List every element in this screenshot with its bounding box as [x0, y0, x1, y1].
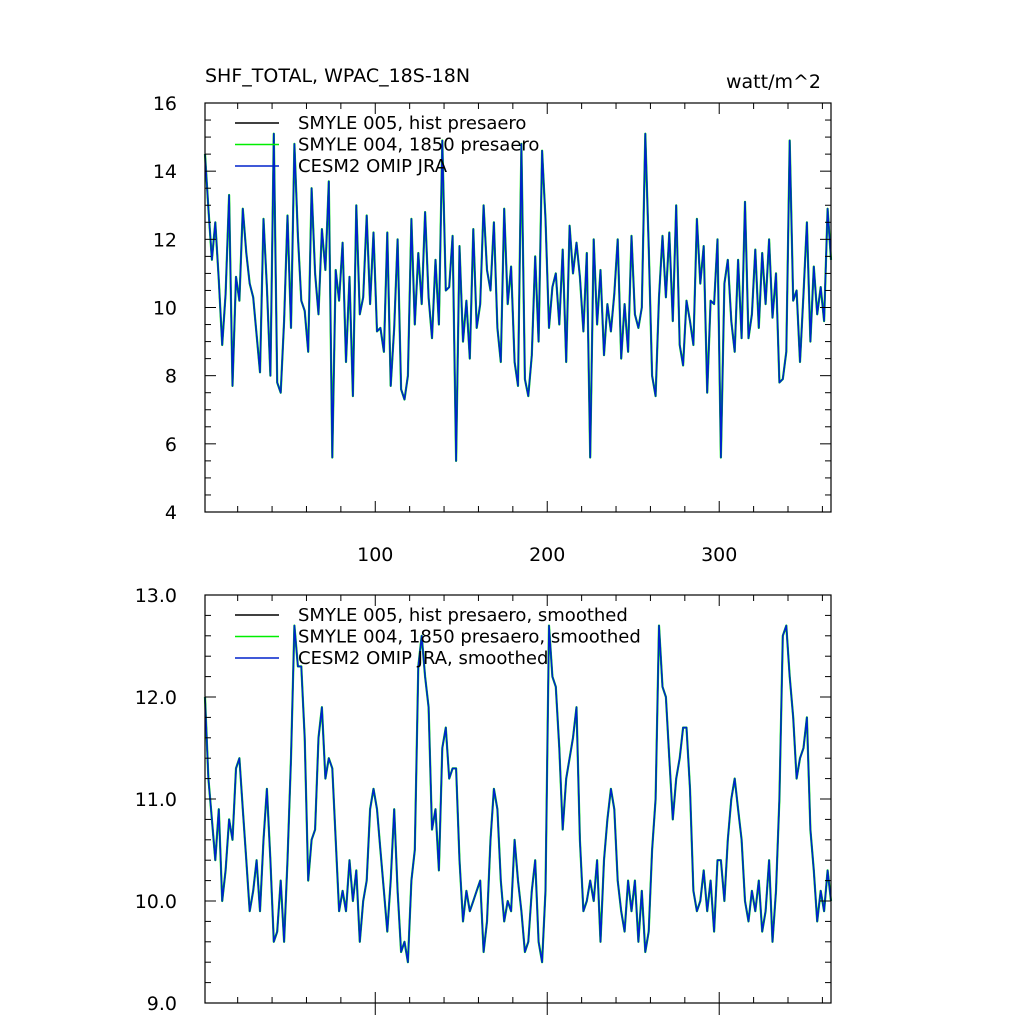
units-label: watt/m^2 [726, 71, 821, 93]
y-tick-label: 13.0 [135, 585, 177, 607]
legend-label-2: CESM2 OMIP JRA, smoothed [298, 648, 548, 669]
chart-title: SHF_TOTAL, WPAC_18S-18N [205, 65, 470, 87]
bottom-panel: 9.0 10.0 11.0 12.0 13.0 SMYLE 005, hist presa… [135, 585, 833, 1015]
y-tick-label: 4 [165, 502, 177, 524]
y-tick-label: 14 [153, 161, 177, 183]
legend-label-0: SMYLE 005, hist presaero [298, 113, 526, 134]
series-line-2 [204, 132, 832, 462]
y-tick-label: 6 [165, 434, 177, 456]
series-line-2 [204, 624, 832, 964]
y-tick-label: 11.0 [135, 789, 177, 811]
legend-label-2: CESM2 OMIP JRA [298, 156, 448, 177]
y-tick-label: 12.0 [135, 687, 177, 709]
legend-label-0: SMYLE 005, hist presaero, smoothed [298, 605, 628, 626]
y-tick-label: 16 [153, 93, 177, 115]
legend-label-1: SMYLE 004, 1850 presaero [298, 135, 539, 156]
y-tick-label: 9.0 [147, 993, 177, 1015]
y-tick-label: 8 [165, 366, 177, 388]
legend-label-1: SMYLE 004, 1850 presaero, smoothed [298, 627, 641, 648]
y-tick-label: 10 [153, 298, 177, 320]
x-tick-label: 200 [529, 544, 565, 566]
x-tick-label: 100 [357, 544, 393, 566]
x-tick-label: 300 [701, 544, 737, 566]
y-tick-label: 10.0 [135, 891, 177, 913]
top-panel: SHF_TOTAL, WPAC_18S-18N watt/m^2 4 6 8 10 12 14… [153, 65, 833, 566]
y-tick-label: 12 [153, 229, 177, 251]
